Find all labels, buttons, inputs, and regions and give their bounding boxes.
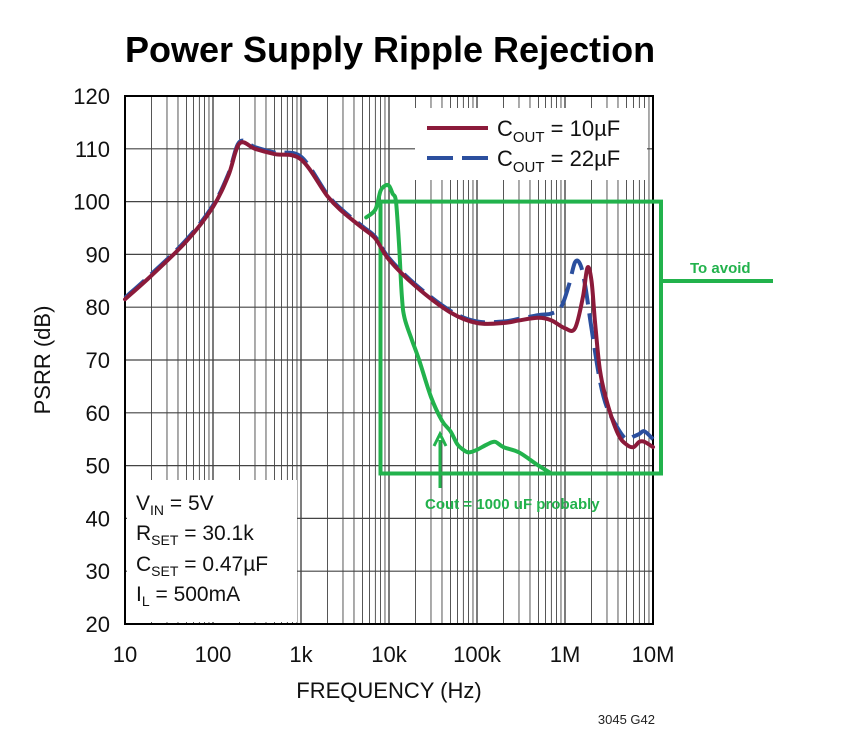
x-tick-label: 1k [289, 642, 313, 667]
cout-label: Cout = 1000 uF probably [425, 496, 600, 513]
legend-0-rest: = 10µF [545, 116, 621, 141]
legend-1-sub: OUT [513, 159, 545, 176]
cond-0-rest: = 5V [164, 492, 214, 515]
x-tick-label: 10M [632, 642, 675, 667]
cond-3-sub: L [142, 593, 150, 609]
legend-label-cout-10uf: COUT = 10µF [497, 116, 620, 146]
legend-1-main: C [497, 146, 513, 171]
cout-1000uf-sketch-curve [364, 182, 554, 476]
cond-0-sub: IN [150, 502, 164, 518]
cond-1-main: R [136, 522, 151, 545]
annotation-layer: To avoid Cout = 1000 uF probably [364, 182, 773, 513]
cond-1-sub: SET [151, 532, 179, 548]
y-tick-label: 20 [86, 612, 110, 637]
cond-2-rest: = 0.47µF [178, 553, 268, 576]
x-axis-label: FREQUENCY (Hz) [296, 678, 481, 703]
y-axis-label: PSRR (dB) [30, 306, 55, 415]
cond-1-rest: = 30.1k [178, 522, 254, 545]
y-tick-label: 60 [86, 401, 110, 426]
condition-il: IL = 500mA [136, 583, 240, 609]
conditions-background [127, 480, 297, 622]
x-tick-label: 10k [371, 642, 407, 667]
y-tick-label: 100 [73, 190, 110, 215]
legend: COUT = 10µF COUT = 22µF [415, 108, 647, 180]
x-tick-label: 100 [195, 642, 232, 667]
y-tick-label: 50 [86, 454, 110, 479]
cout-arrow-head [432, 430, 448, 447]
cond-2-main: C [136, 553, 151, 576]
avoid-label: To avoid [690, 260, 751, 277]
legend-1-rest: = 22µF [545, 146, 621, 171]
tick-labels: 10 100 1k 10k 100k 1M 10M 20 30 40 50 60 70 80 90 100 11… [73, 84, 674, 667]
y-tick-label: 90 [86, 242, 110, 267]
legend-0-main: C [497, 116, 513, 141]
y-tick-label: 110 [75, 137, 110, 162]
figure-code: 3045 G42 [598, 712, 655, 727]
x-tick-label: 100k [453, 642, 502, 667]
y-tick-label: 30 [86, 559, 110, 584]
y-tick-label: 120 [73, 84, 110, 109]
test-conditions-box: VIN = 5V RSET = 30.1k CSET = 0.47µF IL =… [127, 480, 297, 622]
data-series [123, 138, 655, 450]
y-tick-label: 40 [86, 506, 110, 531]
legend-0-sub: OUT [513, 129, 545, 146]
condition-rset: RSET = 30.1k [136, 522, 254, 548]
legend-label-cout-22uf: COUT = 22µF [497, 146, 620, 176]
cond-0-main: V [136, 492, 150, 515]
chart-title: Power Supply Ripple Rejection [125, 29, 655, 70]
x-tick-label: 1M [550, 642, 581, 667]
legend-background [415, 108, 647, 180]
avoid-region-box [378, 199, 663, 476]
cond-3-main: I [136, 583, 142, 606]
y-tick-label: 80 [86, 295, 110, 320]
cond-2-sub: SET [151, 563, 179, 579]
plot-frame [124, 95, 654, 625]
cond-3-rest: = 500mA [150, 583, 240, 606]
x-tick-label: 10 [113, 642, 137, 667]
series-cout-10uf-line [123, 140, 655, 450]
condition-cset: CSET = 0.47µF [136, 553, 268, 579]
y-tick-label: 70 [86, 348, 110, 373]
condition-vin: VIN = 5V [136, 492, 214, 518]
